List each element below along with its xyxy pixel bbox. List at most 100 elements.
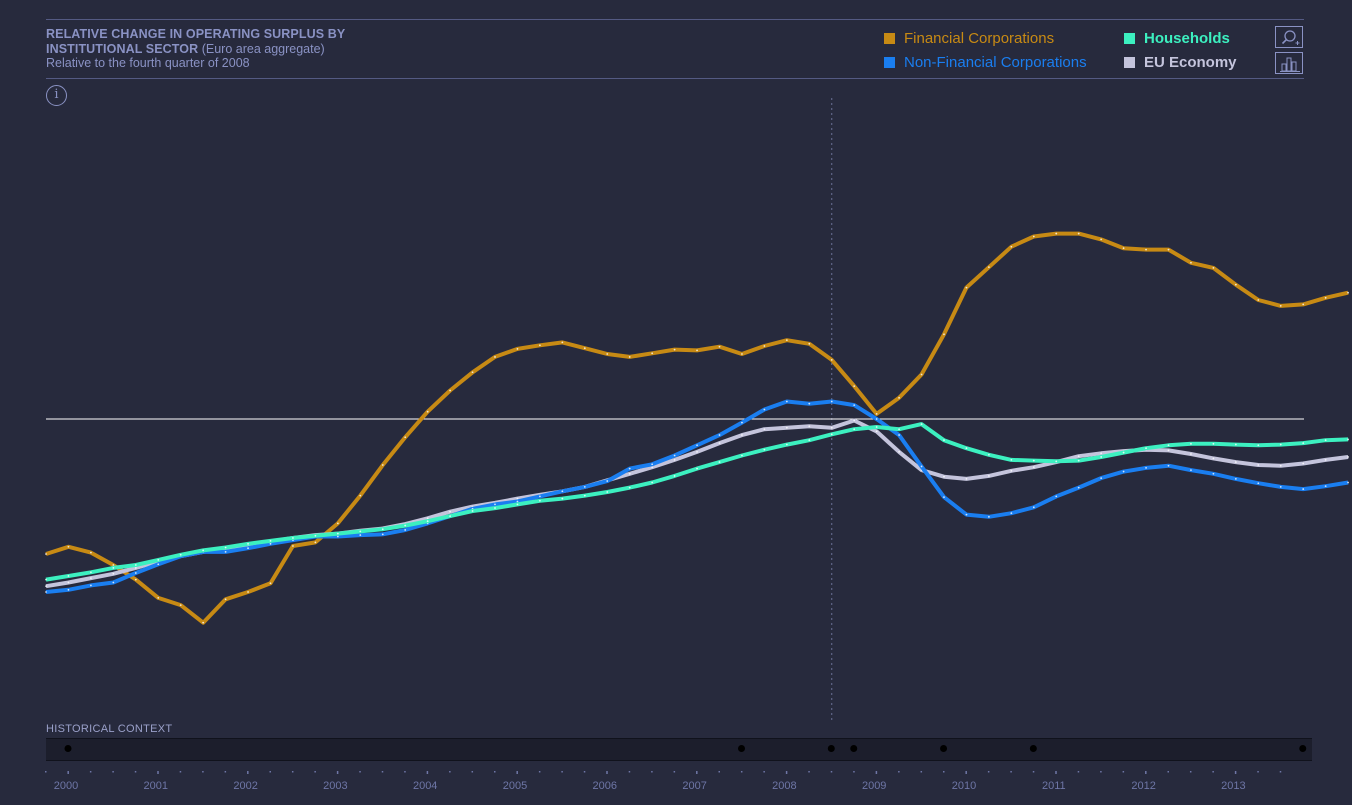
data-point[interactable] bbox=[673, 348, 676, 351]
data-point[interactable] bbox=[1279, 485, 1282, 488]
series-line-financial-corporations[interactable] bbox=[45, 231, 1349, 625]
data-point[interactable] bbox=[67, 588, 70, 591]
data-point[interactable] bbox=[943, 333, 945, 336]
data-point[interactable] bbox=[269, 582, 272, 585]
data-point[interactable] bbox=[45, 591, 47, 593]
data-point[interactable] bbox=[808, 439, 811, 442]
timeline-event-dot[interactable] bbox=[940, 745, 948, 752]
data-point[interactable] bbox=[988, 266, 990, 269]
data-point[interactable] bbox=[741, 454, 743, 457]
data-point[interactable] bbox=[224, 546, 227, 549]
data-point[interactable] bbox=[247, 542, 249, 545]
data-point[interactable] bbox=[1032, 466, 1035, 469]
data-point[interactable] bbox=[1324, 485, 1327, 488]
data-point[interactable] bbox=[920, 373, 923, 376]
data-point[interactable] bbox=[1100, 452, 1103, 455]
data-point[interactable] bbox=[1100, 238, 1103, 241]
data-point[interactable] bbox=[606, 353, 609, 355]
data-point[interactable] bbox=[359, 534, 362, 536]
data-point[interactable] bbox=[179, 604, 182, 607]
data-point[interactable] bbox=[943, 439, 945, 442]
data-point[interactable] bbox=[583, 494, 586, 497]
year-tick-label[interactable]: 2001 bbox=[144, 780, 168, 792]
year-tick-label[interactable]: 2003 bbox=[323, 780, 347, 792]
data-point[interactable] bbox=[1100, 477, 1103, 480]
data-point[interactable] bbox=[920, 423, 923, 426]
data-point[interactable] bbox=[1347, 456, 1349, 458]
data-point[interactable] bbox=[830, 400, 833, 403]
data-point[interactable] bbox=[1167, 248, 1170, 251]
data-point[interactable] bbox=[628, 486, 631, 489]
data-point[interactable] bbox=[112, 581, 115, 584]
data-point[interactable] bbox=[875, 426, 878, 428]
data-point[interactable] bbox=[179, 553, 182, 556]
data-point[interactable] bbox=[583, 347, 586, 350]
data-point[interactable] bbox=[202, 549, 205, 552]
data-point[interactable] bbox=[1167, 449, 1170, 452]
data-point[interactable] bbox=[90, 551, 92, 554]
data-point[interactable] bbox=[853, 428, 856, 431]
data-point[interactable] bbox=[426, 517, 429, 520]
data-point[interactable] bbox=[583, 485, 586, 488]
timeline-event-dot[interactable] bbox=[64, 745, 72, 752]
data-point[interactable] bbox=[651, 463, 654, 466]
data-point[interactable] bbox=[785, 426, 788, 429]
data-point[interactable] bbox=[1010, 512, 1013, 515]
data-point[interactable] bbox=[1145, 248, 1147, 251]
data-point[interactable] bbox=[1234, 283, 1237, 286]
data-point[interactable] bbox=[381, 528, 384, 531]
data-point[interactable] bbox=[1234, 477, 1237, 480]
data-point[interactable] bbox=[1212, 266, 1215, 269]
year-tick-label[interactable]: 2006 bbox=[593, 780, 617, 792]
data-point[interactable] bbox=[449, 510, 451, 513]
data-point[interactable] bbox=[1257, 482, 1260, 485]
data-point[interactable] bbox=[718, 434, 721, 436]
year-tick-label[interactable]: 2011 bbox=[1042, 780, 1066, 792]
data-point[interactable] bbox=[606, 491, 609, 493]
data-point[interactable] bbox=[1302, 303, 1305, 306]
data-point[interactable] bbox=[404, 529, 407, 531]
data-point[interactable] bbox=[1347, 481, 1349, 484]
data-point[interactable] bbox=[90, 571, 92, 574]
data-point[interactable] bbox=[112, 564, 115, 566]
data-point[interactable] bbox=[696, 444, 698, 447]
data-point[interactable] bbox=[830, 358, 833, 361]
data-point[interactable] bbox=[336, 535, 339, 538]
data-point[interactable] bbox=[359, 494, 362, 497]
year-tick-label[interactable]: 2002 bbox=[233, 780, 257, 792]
data-point[interactable] bbox=[763, 345, 766, 347]
year-tick-label[interactable]: 2012 bbox=[1131, 780, 1155, 792]
data-point[interactable] bbox=[1234, 461, 1237, 463]
timeline-event-dot[interactable] bbox=[850, 745, 858, 752]
data-point[interactable] bbox=[830, 426, 833, 429]
data-point[interactable] bbox=[157, 563, 160, 566]
timeline-event-dot[interactable] bbox=[827, 745, 835, 752]
data-point[interactable] bbox=[1077, 459, 1080, 462]
data-point[interactable] bbox=[1190, 469, 1192, 471]
data-point[interactable] bbox=[898, 450, 900, 453]
year-tick-label[interactable]: 2007 bbox=[682, 780, 706, 792]
data-point[interactable] bbox=[449, 389, 451, 392]
data-point[interactable] bbox=[785, 339, 788, 342]
year-tick-label[interactable]: 2004 bbox=[413, 780, 437, 792]
data-point[interactable] bbox=[1279, 304, 1282, 307]
data-point[interactable] bbox=[741, 421, 743, 424]
data-point[interactable] bbox=[269, 542, 272, 545]
data-point[interactable] bbox=[853, 419, 856, 422]
year-tick-label[interactable]: 2008 bbox=[772, 780, 796, 792]
data-point[interactable] bbox=[988, 453, 990, 456]
data-point[interactable] bbox=[1212, 442, 1215, 445]
data-point[interactable] bbox=[1347, 291, 1349, 294]
data-point[interactable] bbox=[1032, 459, 1035, 462]
data-point[interactable] bbox=[898, 396, 900, 399]
data-point[interactable] bbox=[247, 547, 249, 550]
data-point[interactable] bbox=[1190, 261, 1192, 264]
data-point[interactable] bbox=[314, 534, 317, 537]
data-point[interactable] bbox=[1122, 470, 1125, 473]
data-point[interactable] bbox=[1257, 299, 1260, 301]
data-point[interactable] bbox=[1077, 455, 1080, 458]
data-point[interactable] bbox=[561, 490, 564, 493]
year-tick-label[interactable]: 2010 bbox=[952, 780, 976, 792]
data-point[interactable] bbox=[112, 567, 115, 569]
data-point[interactable] bbox=[336, 532, 339, 535]
